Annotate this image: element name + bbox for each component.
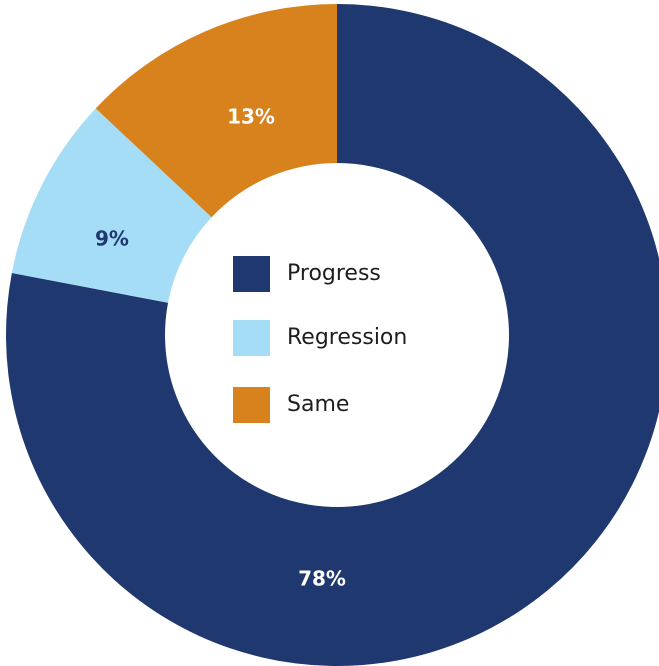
legend-swatch: [233, 320, 270, 356]
value-label: 78%: [298, 567, 346, 591]
donut-slice: [11, 108, 212, 303]
donut-slice: [6, 4, 659, 666]
value-label: 9%: [95, 227, 129, 251]
legend-label: Progress: [287, 261, 381, 286]
value-label: 13%: [227, 105, 275, 129]
legend-label: Same: [287, 392, 349, 417]
legend-swatch: [233, 256, 270, 292]
legend-label: Regression: [287, 325, 407, 350]
legend-swatch: [233, 387, 270, 423]
donut-slice: [95, 4, 337, 218]
